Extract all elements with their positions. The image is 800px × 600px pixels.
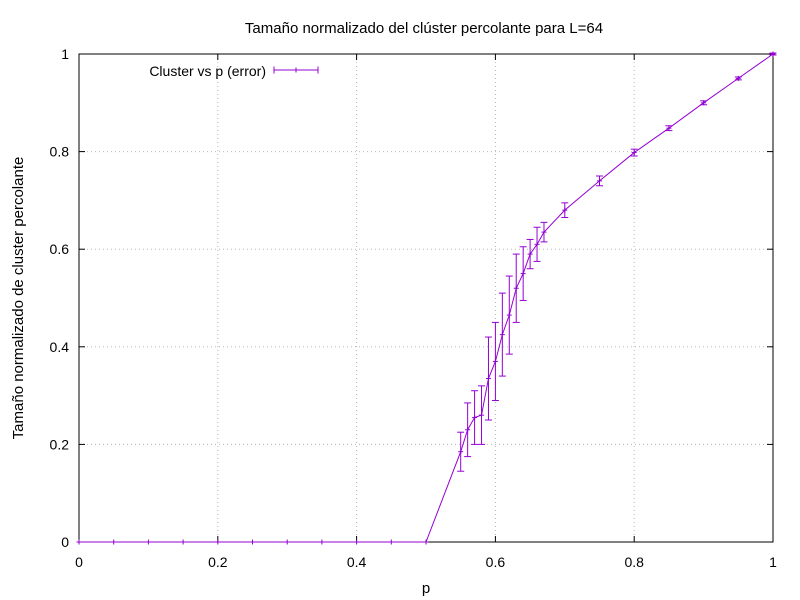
x-tick-label: 0.4 xyxy=(347,554,367,570)
y-tick-label: 0 xyxy=(61,534,69,550)
y-tick-label: 0.4 xyxy=(50,339,70,355)
data-point xyxy=(665,125,673,132)
legend-label: Cluster vs p (error) xyxy=(149,63,266,79)
data-point xyxy=(700,100,708,106)
data-point xyxy=(354,539,360,545)
data-point xyxy=(284,539,290,545)
data-point xyxy=(471,390,479,445)
data-point xyxy=(519,246,527,301)
data-point xyxy=(526,238,534,270)
data-point xyxy=(596,175,603,187)
data-point xyxy=(498,292,506,377)
data-point xyxy=(388,539,394,545)
data-point xyxy=(76,539,82,545)
data-point xyxy=(734,75,742,81)
data-point xyxy=(630,148,638,157)
data-point xyxy=(464,402,472,458)
axis-ticks: 0 0.2 0.4 0.6 0.8 1 0 0.2 0.4 0.6 0.8 1 xyxy=(50,46,778,570)
data-point xyxy=(512,253,520,323)
x-tick-label: 0.6 xyxy=(486,554,506,570)
x-axis-label: p xyxy=(422,580,430,597)
data-point xyxy=(769,51,777,57)
data-point xyxy=(505,275,513,355)
data-series xyxy=(76,51,777,545)
y-tick-label: 0.2 xyxy=(50,436,70,452)
x-tick-label: 0 xyxy=(75,554,83,570)
y-axis-label: Tamaño normalizado de cluster percolante xyxy=(10,157,27,440)
data-point xyxy=(215,539,221,545)
legend: Cluster vs p (error) xyxy=(149,63,319,79)
data-point xyxy=(250,539,255,545)
y-tick-label: 0.6 xyxy=(50,241,70,257)
chart-title: Tamaño normalizado del clúster percolant… xyxy=(245,20,603,37)
data-point xyxy=(457,431,465,472)
data-point xyxy=(145,539,151,545)
grid-lines xyxy=(79,54,773,542)
x-tick-label: 0.8 xyxy=(624,554,644,570)
legend-sample xyxy=(273,66,319,74)
data-point xyxy=(540,221,548,243)
data-point xyxy=(180,539,186,545)
data-point xyxy=(484,336,492,421)
data-point xyxy=(319,539,325,545)
data-point xyxy=(478,385,486,445)
x-tick-label: 0.2 xyxy=(208,554,228,570)
x-tick-label: 1 xyxy=(769,554,777,570)
data-point xyxy=(423,539,429,545)
data-point xyxy=(491,321,499,401)
data-point xyxy=(111,539,117,545)
y-tick-label: 0.8 xyxy=(50,144,70,160)
data-point xyxy=(533,226,541,262)
y-tick-label: 1 xyxy=(61,46,69,62)
data-point xyxy=(561,202,569,218)
